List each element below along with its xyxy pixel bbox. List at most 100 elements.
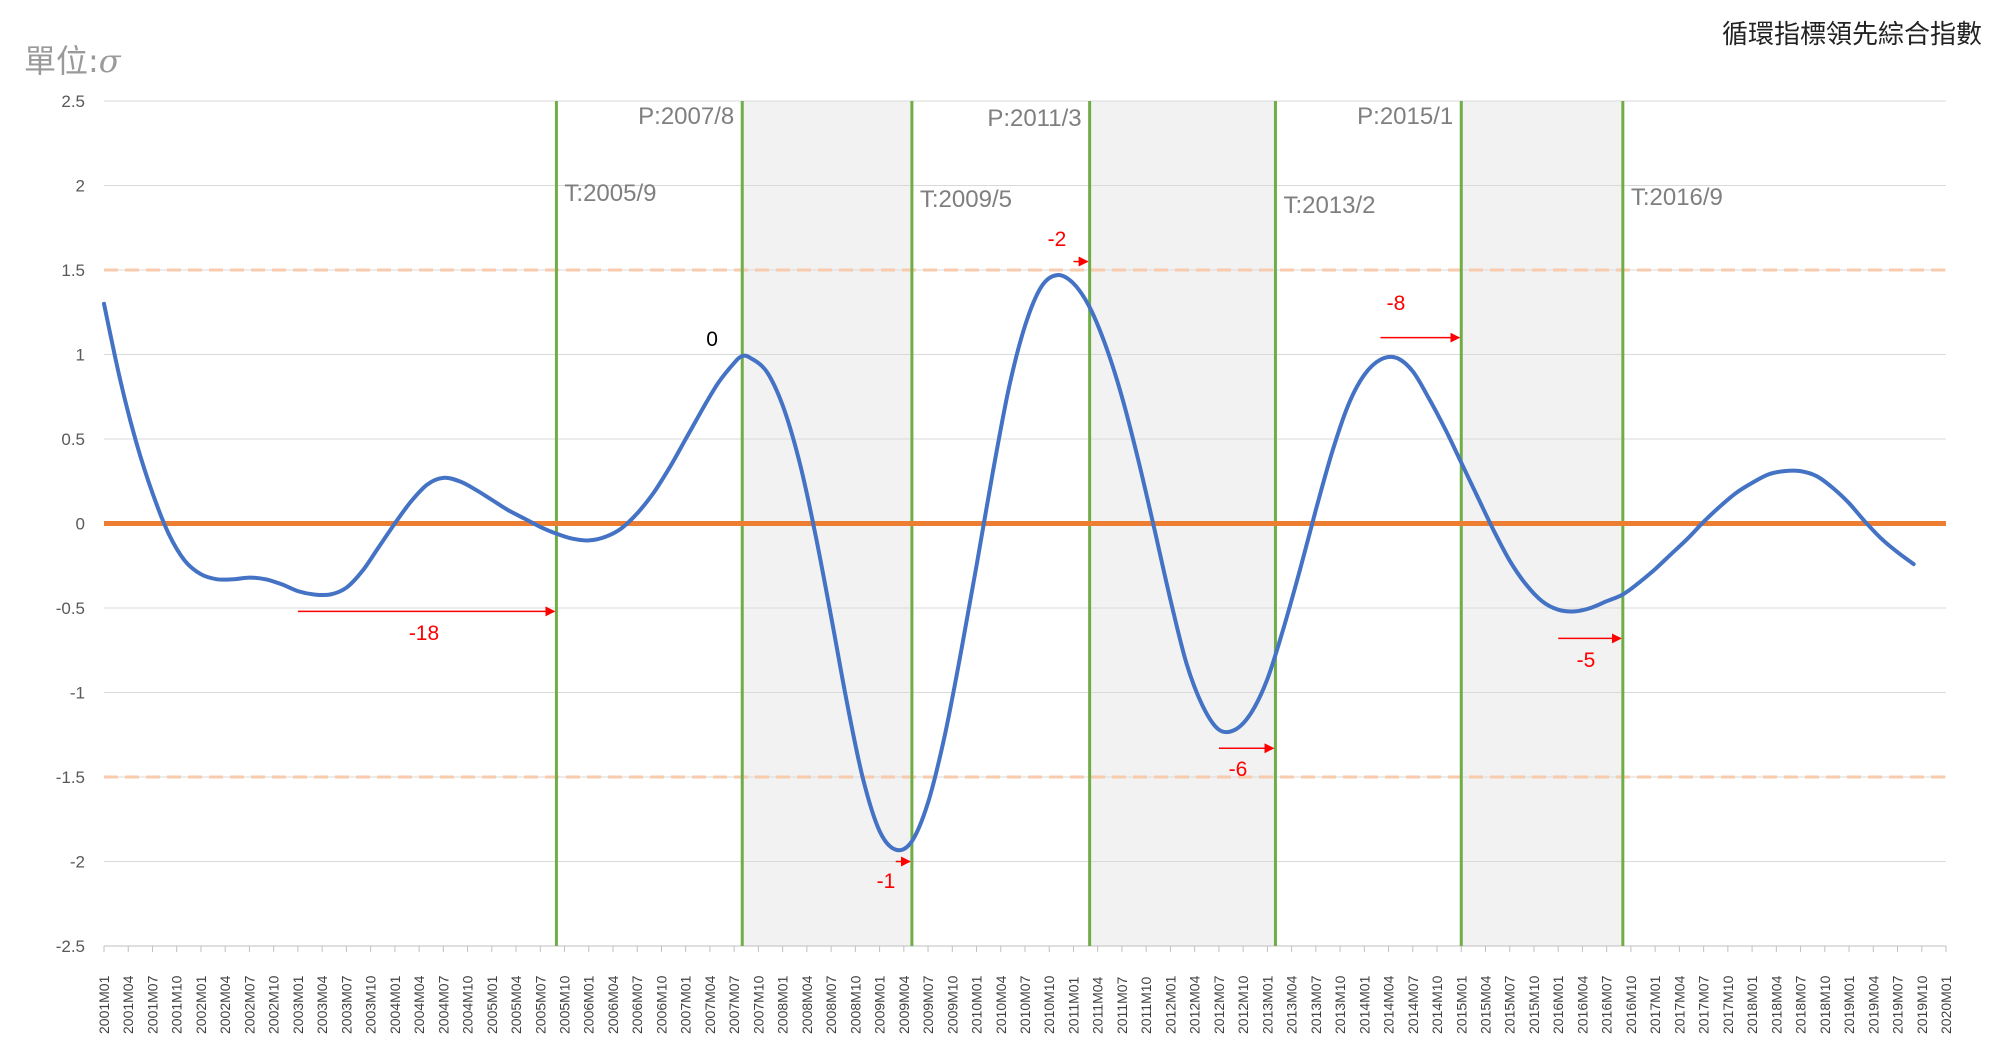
x-tick-label: 2010M07 [1017,975,1033,1034]
x-tick-label: 2006M04 [605,975,621,1034]
x-tick-label: 2007M01 [678,975,694,1034]
x-tick-label: 2001M01 [96,975,112,1034]
unit-label: 單位:σ [24,36,121,82]
x-tick-label: 2008M07 [823,975,839,1034]
y-tick-label: 2.5 [61,92,85,111]
x-tick-label: 2003M01 [290,975,306,1034]
x-tick-label: 2015M07 [1502,975,1518,1034]
y-tick-label: 0 [76,515,85,534]
x-tick-label: 2014M01 [1356,975,1372,1034]
x-tick-label: 2013M10 [1332,975,1348,1034]
lead-label: 0 [706,328,718,351]
x-tick-label: 2011M07 [1114,976,1130,1034]
x-tick-label: 2011M01 [1065,976,1081,1034]
y-tick-label: 2 [76,177,85,196]
x-tick-label: 2003M04 [314,975,330,1034]
x-tick-label: 2014M07 [1405,975,1421,1034]
x-tick-label: 2004M04 [411,975,427,1034]
turning-point-label: T:2009/5 [920,186,1012,213]
lead-label: -1 [877,870,896,893]
x-tick-label: 2016M04 [1574,975,1590,1034]
x-tick-label: 2012M04 [1187,975,1203,1034]
turning-point-label: P:2015/1 [1357,103,1453,130]
x-tick-label: 2019M01 [1841,975,1857,1034]
x-tick-label: 2010M01 [969,975,985,1034]
x-tick-label: 2001M04 [120,975,136,1034]
x-tick-label: 2007M07 [726,975,742,1034]
x-tick-label: 2003M10 [363,975,379,1034]
x-tick-label: 2008M01 [775,975,791,1034]
unit-text: 單位: [24,42,99,80]
x-tick-label: 2004M10 [460,975,476,1034]
x-tick-label: 2009M01 [872,975,888,1034]
y-tick-label: -2.5 [56,937,85,956]
x-tick-label: 2020M01 [1938,975,1954,1034]
x-tick-label: 2011M10 [1138,976,1154,1034]
y-tick-label: -2 [70,853,85,872]
x-tick-label: 2011M04 [1090,976,1106,1034]
x-tick-label: 2017M07 [1696,975,1712,1034]
turning-point-label: T:2013/2 [1283,192,1375,219]
x-tick-label: 2018M07 [1793,975,1809,1034]
x-tick-label: 2007M10 [750,975,766,1034]
x-tick-label: 2004M01 [387,975,403,1034]
x-tick-label: 2019M10 [1914,975,1930,1034]
y-tick-label: -1 [70,684,85,703]
x-tick-label: 2013M04 [1284,975,1300,1034]
lead-label: -2 [1048,228,1067,251]
x-tick-label: 2001M10 [169,975,185,1034]
turning-point-label: T:2016/9 [1631,184,1723,211]
turning-point-label: T:2005/9 [564,180,656,207]
x-tick-label: 2006M07 [629,975,645,1034]
y-tick-label: 1.5 [61,261,85,280]
x-tick-label: 2016M10 [1623,975,1639,1034]
x-tick-label: 2019M07 [1890,975,1906,1034]
x-tick-label: 2015M04 [1478,975,1494,1034]
x-tick-label: 2017M04 [1671,975,1687,1034]
y-tick-label: 0.5 [61,430,85,449]
x-tick-label: 2005M04 [508,975,524,1034]
x-tick-label: 2018M01 [1744,975,1760,1034]
x-tick-label: 2005M07 [532,975,548,1034]
x-tick-label: 2003M07 [338,975,354,1034]
x-tick-label: 2015M10 [1526,975,1542,1034]
x-tick-label: 2005M01 [484,975,500,1034]
x-tick-label: 2014M04 [1381,975,1397,1034]
x-tick-label: 2012M07 [1211,975,1227,1034]
x-tick-label: 2013M01 [1259,975,1275,1034]
x-tick-label: 2014M10 [1429,975,1445,1034]
x-tick-label: 2002M10 [266,975,282,1034]
x-tick-label: 2017M10 [1720,975,1736,1034]
x-tick-label: 2015M01 [1453,975,1469,1034]
x-tick-label: 2006M10 [653,975,669,1034]
lead-label: -18 [409,622,439,645]
lead-label: -6 [1229,758,1248,781]
chart-title: 循環指標領先綜合指數 [1721,20,1982,50]
x-tick-label: 2016M07 [1599,975,1615,1034]
x-tick-label: 2008M10 [847,975,863,1034]
turning-point-label: P:2007/8 [638,103,734,130]
y-tick-label: 1 [76,346,85,365]
x-tick-label: 2001M07 [144,975,160,1034]
x-tick-label: 2018M04 [1768,975,1784,1034]
x-tick-label: 2002M07 [241,975,257,1034]
x-tick-label: 2012M01 [1162,975,1178,1034]
x-tick-label: 2006M01 [581,975,597,1034]
x-tick-label: 2018M10 [1817,975,1833,1034]
x-tick-label: 2002M04 [217,975,233,1034]
x-tick-label: 2017M01 [1647,975,1663,1034]
x-tick-label: 2013M07 [1308,975,1324,1034]
x-tick-label: 2007M04 [702,975,718,1034]
x-tick-label: 2009M10 [944,975,960,1034]
y-tick-label: -0.5 [56,599,85,618]
x-tick-label: 2004M07 [435,975,451,1034]
x-tick-label: 2016M01 [1550,975,1566,1034]
lead-label: -8 [1387,292,1406,315]
sigma-symbol: σ [98,42,121,80]
lead-label: -5 [1577,649,1596,672]
x-tick-label: 2010M10 [1041,975,1057,1034]
turning-point-label: P:2011/3 [987,105,1081,132]
x-tick-label: 2019M04 [1865,975,1881,1034]
y-tick-label: -1.5 [56,768,85,787]
